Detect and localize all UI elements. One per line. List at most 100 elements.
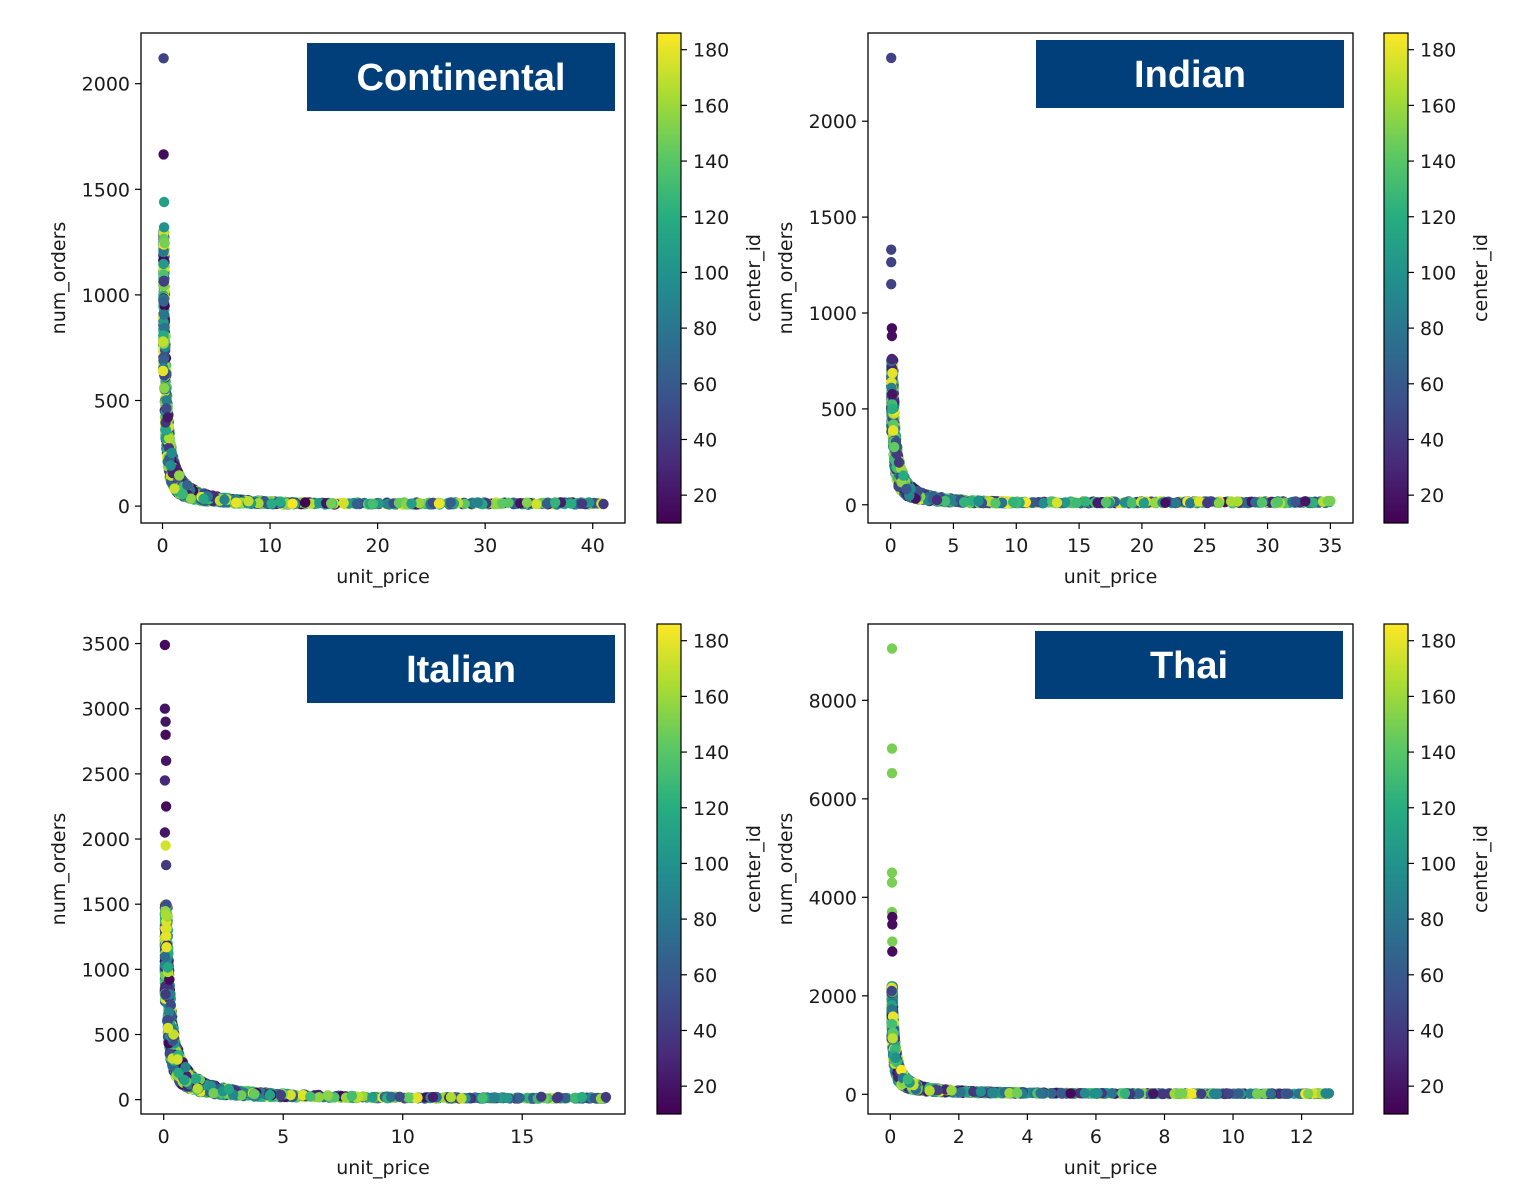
y-tick-label: 2500 xyxy=(82,764,130,786)
colorbar-label: center_id xyxy=(743,234,765,322)
scatter-point xyxy=(887,404,897,414)
scatter-point xyxy=(553,1092,563,1102)
scatter-point xyxy=(1080,496,1090,506)
scatter-point xyxy=(959,497,969,507)
scatter-point xyxy=(160,717,170,727)
scatter-point xyxy=(886,53,896,63)
colorbar-tick-label: 80 xyxy=(693,318,717,340)
x-tick-label: 0 xyxy=(885,535,897,557)
colorbar-tick-label: 40 xyxy=(693,429,717,451)
scatter-point xyxy=(161,942,171,952)
scatter-point xyxy=(1008,497,1018,507)
scatter-point xyxy=(266,499,276,509)
colorbar-label: center_id xyxy=(1470,234,1492,322)
scatter-point xyxy=(158,149,168,159)
scatter-point xyxy=(566,498,576,508)
scatter-point xyxy=(172,1054,182,1064)
scatter-point xyxy=(160,989,170,999)
scatter-point xyxy=(1300,496,1310,506)
scatter-point xyxy=(208,1088,218,1098)
scatter-point xyxy=(160,951,170,961)
scatter-point xyxy=(887,331,897,341)
scatter-point xyxy=(1171,498,1181,508)
colorbar-tick-label: 120 xyxy=(693,207,729,229)
scatter-point xyxy=(300,497,310,507)
scatter-point xyxy=(161,923,171,933)
x-tick-label: 10 xyxy=(1004,535,1028,557)
x-tick-label: 40 xyxy=(581,535,605,557)
scatter-point xyxy=(1323,496,1333,506)
scatter-point xyxy=(161,860,171,870)
scatter-point xyxy=(522,498,532,508)
scatter-point xyxy=(160,840,170,850)
colorbar-tick-label: 100 xyxy=(693,853,729,875)
scatter-point xyxy=(894,457,904,467)
scatter-point xyxy=(1232,496,1242,506)
scatter-point xyxy=(598,499,608,509)
scatter-point xyxy=(1127,498,1137,508)
colorbar-tick-label: 100 xyxy=(693,262,729,284)
scatter-point xyxy=(160,730,170,740)
scatter-point xyxy=(886,279,896,289)
scatter-point xyxy=(191,1074,201,1084)
colorbar-tick-label: 180 xyxy=(1420,40,1456,62)
y-tick-label: 0 xyxy=(845,495,857,517)
x-tick-label: 5 xyxy=(277,1126,289,1148)
scatter-point xyxy=(347,1091,357,1101)
scatter-point xyxy=(163,1023,173,1033)
colorbar-tick-label: 60 xyxy=(693,965,717,987)
y-tick-label: 0 xyxy=(118,496,130,518)
scatter-point xyxy=(1038,498,1048,508)
scatter-point xyxy=(265,1090,275,1100)
colorbar-tick-label: 80 xyxy=(693,909,717,931)
colorbar-tick-label: 120 xyxy=(1420,207,1456,229)
chart-title: Continental xyxy=(357,57,566,99)
x-tick-label: 10 xyxy=(391,1126,415,1148)
scatter-point xyxy=(368,499,378,509)
scatter-point xyxy=(243,496,253,506)
scatter-point xyxy=(898,470,908,480)
colorbar-tick-label: 180 xyxy=(693,631,729,653)
scatter-point xyxy=(886,257,896,267)
scatter-point xyxy=(160,238,170,248)
x-tick-label: 35 xyxy=(1318,535,1342,557)
colorbar-tick-label: 100 xyxy=(1420,262,1456,284)
scatter-point xyxy=(174,470,184,480)
colorbar-tick-label: 20 xyxy=(693,1076,717,1098)
scatter-point xyxy=(231,498,241,508)
colorbar-tick-label: 180 xyxy=(693,40,729,62)
scatter-point xyxy=(159,296,169,306)
scatter-point xyxy=(1139,498,1149,508)
colorbar xyxy=(657,33,681,523)
scatter-point xyxy=(159,309,169,319)
scatter-point xyxy=(887,354,897,364)
scatter-point xyxy=(889,442,899,452)
scatter-point xyxy=(167,448,177,458)
scatter-point xyxy=(886,245,896,255)
colorbar xyxy=(657,624,681,1114)
scatter-point xyxy=(159,197,169,207)
colorbar-label: center_id xyxy=(743,825,765,913)
scatter-point xyxy=(446,1092,456,1102)
scatter-point xyxy=(159,383,169,393)
x-tick-label: 15 xyxy=(510,1126,534,1148)
y-tick-label: 500 xyxy=(94,391,130,413)
scatter-point xyxy=(1214,498,1224,508)
y-tick-label: 3000 xyxy=(82,699,130,721)
colorbar xyxy=(1384,33,1408,523)
scatter-point xyxy=(219,495,229,505)
y-tick-label: 3500 xyxy=(82,634,130,656)
scatter-point xyxy=(887,368,897,378)
y-tick-label: 1000 xyxy=(82,285,130,307)
colorbar-tick-label: 20 xyxy=(1420,485,1444,507)
colorbar-tick-label: 20 xyxy=(693,485,717,507)
scatter-point xyxy=(888,425,898,435)
scatter-point xyxy=(158,336,168,346)
scatter-point xyxy=(502,1093,512,1103)
chart-title: Italian xyxy=(406,649,516,691)
scatter-point xyxy=(497,498,507,508)
y-tick-label: 2000 xyxy=(82,74,130,96)
scatter-point xyxy=(275,497,285,507)
